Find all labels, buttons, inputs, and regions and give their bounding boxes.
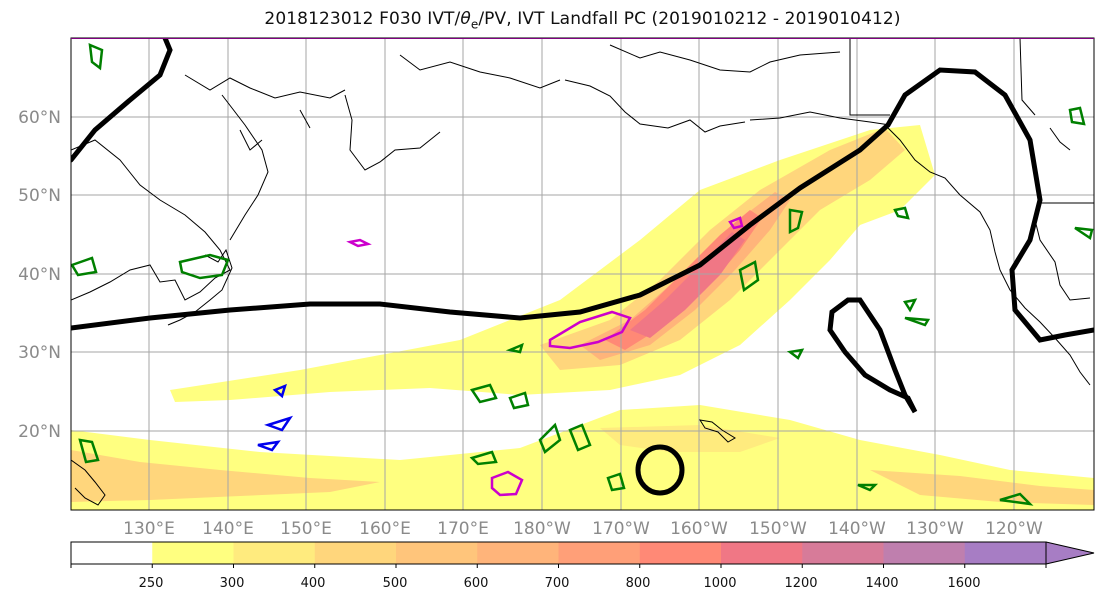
map-panel [71, 38, 1094, 510]
cb-label-1200: 1200 [784, 576, 817, 591]
lon-label-150e: 150°E [280, 519, 332, 539]
colorbar-cell [314, 542, 397, 564]
map-title: 2018123012 F030 IVT/θe/PV, IVT Landfall … [264, 9, 901, 32]
longitude-axis: 130°E 140°E 150°E 160°E 170°E 180°W 170°… [123, 519, 1043, 539]
lat-label-60n: 60°N [18, 108, 61, 128]
lon-label-130w: 130°W [906, 519, 964, 539]
lon-label-120w: 120°W [985, 519, 1043, 539]
latitude-axis: 60°N 50°N 40°N 30°N 20°N [18, 108, 61, 442]
theta-e-contours [71, 43, 1094, 506]
cb-label-600: 600 [464, 576, 489, 591]
lat-label-30n: 30°N [18, 343, 61, 363]
cb-label-800: 800 [626, 576, 651, 591]
lat-label-20n: 20°N [18, 422, 61, 442]
colorbar-cells [71, 542, 1047, 564]
lat-label-50n: 50°N [18, 186, 61, 206]
cb-label-500: 500 [383, 576, 408, 591]
colorbar-cell [396, 542, 478, 564]
colorbar-cell [802, 542, 884, 564]
colorbar-cell [477, 542, 559, 564]
colorbar-cell [233, 542, 316, 564]
ivt-landfall-pc-contours [71, 38, 1094, 496]
colorbar-cell [639, 542, 722, 564]
colorbar-arrow-outline [1045, 541, 1095, 565]
pv-contours [257, 216, 744, 497]
lon-label-170w: 170°W [592, 519, 650, 539]
lat-label-40n: 40°N [18, 265, 61, 285]
colorbar-cell [964, 542, 1047, 564]
cb-label-400: 400 [301, 576, 326, 591]
graticule [71, 38, 1094, 510]
cb-label-700: 700 [545, 576, 570, 591]
colorbar: 250 300 400 500 600 700 800 1000 1200 14… [70, 541, 1095, 591]
lon-label-140w: 140°W [828, 519, 886, 539]
colorbar-cell [883, 542, 966, 564]
cb-label-1000: 1000 [703, 576, 736, 591]
lon-label-160e: 160°E [359, 519, 411, 539]
lon-label-140e: 140°E [202, 519, 254, 539]
cb-label-300: 300 [220, 576, 245, 591]
lon-label-170e: 170°E [437, 519, 489, 539]
lon-label-150w: 150°W [749, 519, 807, 539]
colorbar-cell [71, 542, 153, 564]
lon-label-130e: 130°E [123, 519, 175, 539]
colorbar-cell [558, 542, 641, 564]
colorbar-extend-arrow [1046, 542, 1094, 564]
colorbar-cell [721, 542, 803, 564]
colorbar-ticks [70, 564, 1047, 568]
lon-label-160w: 160°W [670, 519, 728, 539]
cb-label-1400: 1400 [865, 576, 898, 591]
cb-label-250: 250 [139, 576, 164, 591]
lon-label-180w: 180°W [513, 519, 571, 539]
colorbar-cell [152, 542, 234, 564]
cb-label-1600: 1600 [947, 576, 980, 591]
